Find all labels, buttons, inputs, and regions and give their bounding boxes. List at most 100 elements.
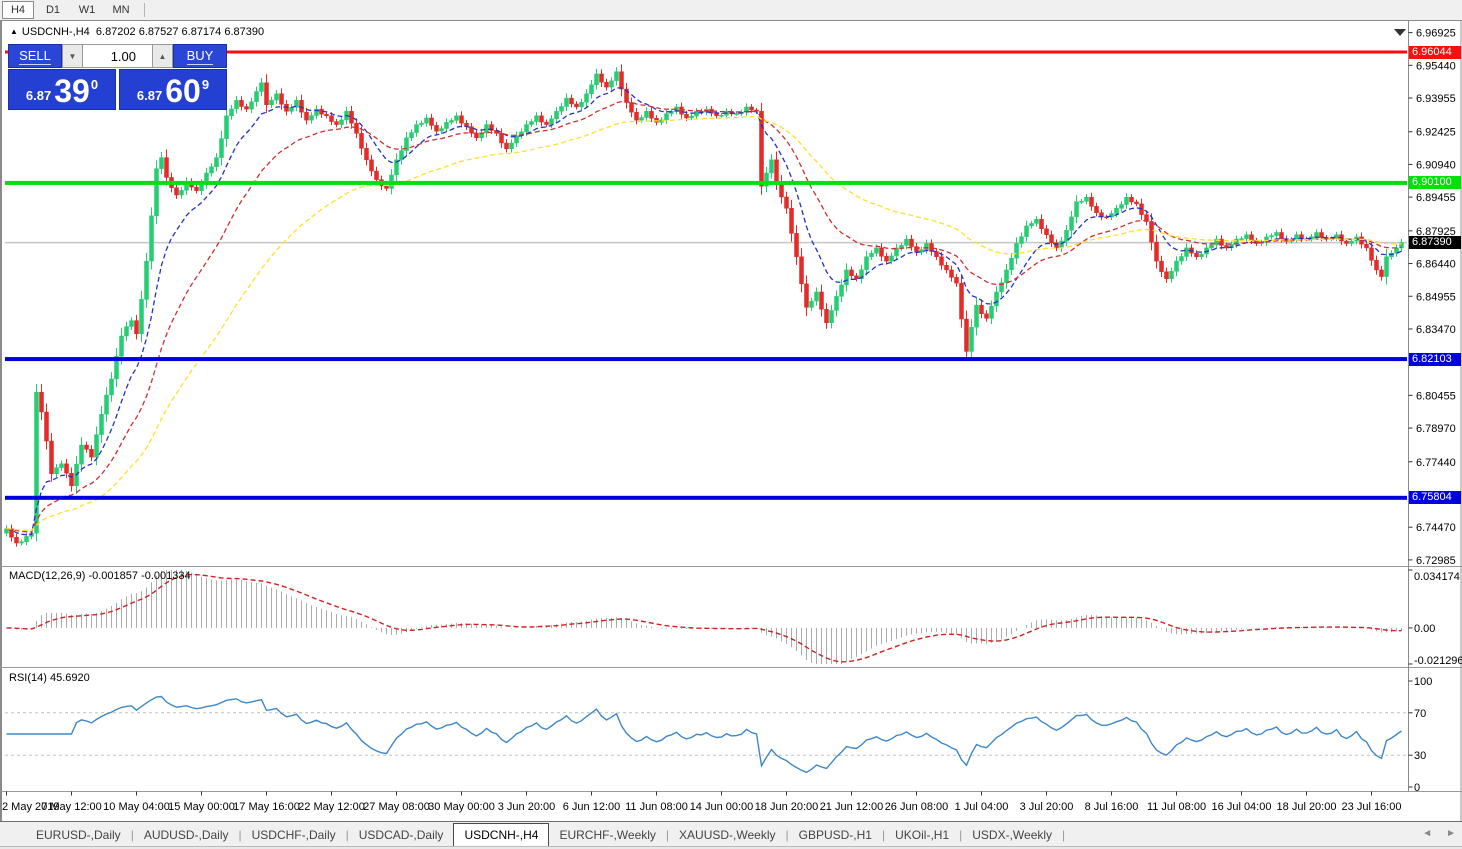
macd-axis-label: -0.021296 xyxy=(1414,655,1462,667)
symbol-tab-xauusd[interactable]: XAUUSD-,Weekly xyxy=(679,827,776,842)
date-axis-label: 30 May 00:00 xyxy=(428,801,495,813)
date-axis-label: 3 Jun 20:00 xyxy=(498,801,556,813)
symbol-tab-usdcnh[interactable]: USDCNH-,H4 xyxy=(453,823,550,846)
window-right-border xyxy=(1460,20,1462,821)
volume-input[interactable]: 1.00 xyxy=(83,44,152,68)
date-axis-label: 6 Jun 12:00 xyxy=(563,801,621,813)
macd-indicator-label: MACD(12,26,9) -0.001857 -0.001334 xyxy=(9,570,191,582)
tab-separator: | xyxy=(1062,827,1066,842)
symbol-tab-usdcad[interactable]: USDCAD-,Daily xyxy=(358,827,444,842)
symbol-tab-audusd[interactable]: AUDUSD-,Daily xyxy=(143,827,229,842)
tab-separator: | xyxy=(959,827,963,842)
date-axis-label: 23 Jul 16:00 xyxy=(1342,801,1402,813)
symbol-tab-eurusd[interactable]: EURUSD-,Daily xyxy=(36,827,121,842)
rsi-axis-label: 70 xyxy=(1414,708,1426,720)
level-price-badge: 6.82103 xyxy=(1409,352,1461,366)
date-axis-label: 3 Jul 20:00 xyxy=(1020,801,1074,813)
window-left-border xyxy=(0,20,2,821)
sell-button[interactable]: SELL xyxy=(8,44,62,68)
buy-button[interactable]: BUY xyxy=(173,44,227,68)
current-price-badge: 6.87390 xyxy=(1409,236,1461,250)
price-axis-label: 6.93955 xyxy=(1416,93,1456,105)
symbol-tab-gbpusd[interactable]: GBPUSD-,H1 xyxy=(798,827,872,842)
tab-scroll-right-icon[interactable]: ► xyxy=(1446,828,1456,839)
rsi-axis-label: 100 xyxy=(1414,676,1432,688)
date-axis-label: 18 Jun 20:00 xyxy=(755,801,819,813)
price-axis-label: 6.90940 xyxy=(1416,159,1456,171)
date-axis-label: 10 May 04:00 xyxy=(103,801,170,813)
price-axis-label: 6.80455 xyxy=(1416,390,1456,402)
price-axis-label: 6.72985 xyxy=(1416,555,1456,567)
chart-symbol-label: USDCNH-,H4 xyxy=(21,26,90,38)
date-axis-label: 22 May 12:00 xyxy=(298,801,365,813)
date-axis-label: 14 Jun 00:00 xyxy=(690,801,754,813)
volume-decrease-button[interactable]: ▼ xyxy=(62,44,83,68)
price-axis-label: 6.83470 xyxy=(1416,324,1456,336)
symbol-tab-bar: EURUSD-,Daily | AUDUSD-,Daily | USDCHF-,Dail… xyxy=(0,821,1462,847)
window-bottom-edge xyxy=(0,846,1462,849)
date-axis-label: 27 May 08:00 xyxy=(363,801,430,813)
macd-axis-label: 0.00 xyxy=(1414,623,1435,635)
tab-separator: | xyxy=(238,827,242,842)
price-axis-label: 6.78970 xyxy=(1416,423,1456,435)
date-axis-label: 21 Jun 12:00 xyxy=(820,801,884,813)
spin-down-icon: ▼ xyxy=(68,51,77,61)
timeframe-button-d1[interactable]: D1 xyxy=(45,4,61,16)
tab-separator: | xyxy=(785,827,789,842)
level-price-badge: 6.75804 xyxy=(1409,491,1461,505)
symbol-tab-ukoil[interactable]: UKOil-,H1 xyxy=(895,827,950,842)
price-axis-label: 6.89455 xyxy=(1416,192,1456,204)
rsi-axis-label: 0 xyxy=(1414,782,1420,794)
timeframe-button-w1[interactable]: W1 xyxy=(78,4,96,16)
date-axis-label: 8 Jul 16:00 xyxy=(1085,801,1139,813)
collapse-triangle-icon[interactable]: ▲ xyxy=(10,27,18,36)
date-axis-label: 26 Jun 08:00 xyxy=(885,801,949,813)
price-axis-label: 6.92425 xyxy=(1416,127,1456,139)
rsi-axis-label: 30 xyxy=(1414,750,1426,762)
date-axis-label: 18 Jul 20:00 xyxy=(1277,801,1337,813)
sell-price-pip-digit: 0 xyxy=(90,77,99,92)
price-axis-label: 6.96925 xyxy=(1416,28,1456,40)
date-axis-label: 15 May 00:00 xyxy=(168,801,235,813)
symbol-tab-usdchf[interactable]: USDCHF-,Daily xyxy=(251,827,336,842)
one-click-trade-panel: SELL ▼ 1.00 ▲ BUY 6.87 39 0 6.87 60 9 xyxy=(8,44,227,110)
timeframe-button-h4[interactable]: H4 xyxy=(2,1,34,19)
date-axis-label: 11 Jun 08:00 xyxy=(625,801,688,813)
buy-price-box[interactable]: 6.87 60 9 xyxy=(119,69,227,110)
price-axis-label: 6.95440 xyxy=(1416,60,1456,72)
tab-separator: | xyxy=(881,827,886,842)
price-axis-label: 6.74470 xyxy=(1416,522,1456,534)
timeframe-button-mn[interactable]: MN xyxy=(112,4,130,16)
date-axis-label: 17 May 16:00 xyxy=(233,801,300,813)
price-axis-label: 6.84955 xyxy=(1416,291,1456,303)
tab-separator: | xyxy=(130,827,134,842)
date-axis-label: 2 May 2019 xyxy=(2,801,59,813)
symbol-tab-usdx[interactable]: USDX-,Weekly xyxy=(972,827,1053,842)
price-axis-label: 6.87925 xyxy=(1416,226,1456,238)
spin-up-icon: ▲ xyxy=(158,51,167,61)
date-axis-label: 16 Jul 04:00 xyxy=(1212,801,1272,813)
sell-price-box[interactable]: 6.87 39 0 xyxy=(8,69,116,110)
sell-price-big-digits: 39 xyxy=(54,73,90,109)
price-axis-label: 6.77440 xyxy=(1416,457,1456,469)
volume-increase-button[interactable]: ▲ xyxy=(152,44,173,68)
chart-title: ▲ USDCNH-,H4 6.87202 6.87527 6.87174 6.87… xyxy=(10,26,264,38)
rsi-indicator-label: RSI(14) 45.6920 xyxy=(9,672,90,684)
macd-axis-label: 0.034174 xyxy=(1414,571,1460,583)
buy-price-prefix: 6.87 xyxy=(136,88,163,103)
date-axis-label: 11 Jul 08:00 xyxy=(1147,801,1206,813)
date-axis-label: 7 May 12:00 xyxy=(41,801,102,813)
tab-separator: | xyxy=(665,827,670,842)
chart-ohlc-values: 6.87202 6.87527 6.87174 6.87390 xyxy=(95,26,265,38)
sell-price-prefix: 6.87 xyxy=(25,88,52,103)
tab-scroll-left-icon[interactable]: ◄ xyxy=(1422,828,1433,839)
buy-price-pip-digit: 9 xyxy=(201,77,210,92)
symbol-tab-eurchf[interactable]: EURCHF-,Weekly xyxy=(559,827,656,842)
buy-price-big-digits: 60 xyxy=(165,73,201,109)
level-price-badge: 6.90100 xyxy=(1409,176,1461,190)
toolbar-separator xyxy=(144,3,145,17)
price-axis-label: 6.86440 xyxy=(1416,259,1456,271)
level-price-badge: 6.96044 xyxy=(1409,45,1461,59)
